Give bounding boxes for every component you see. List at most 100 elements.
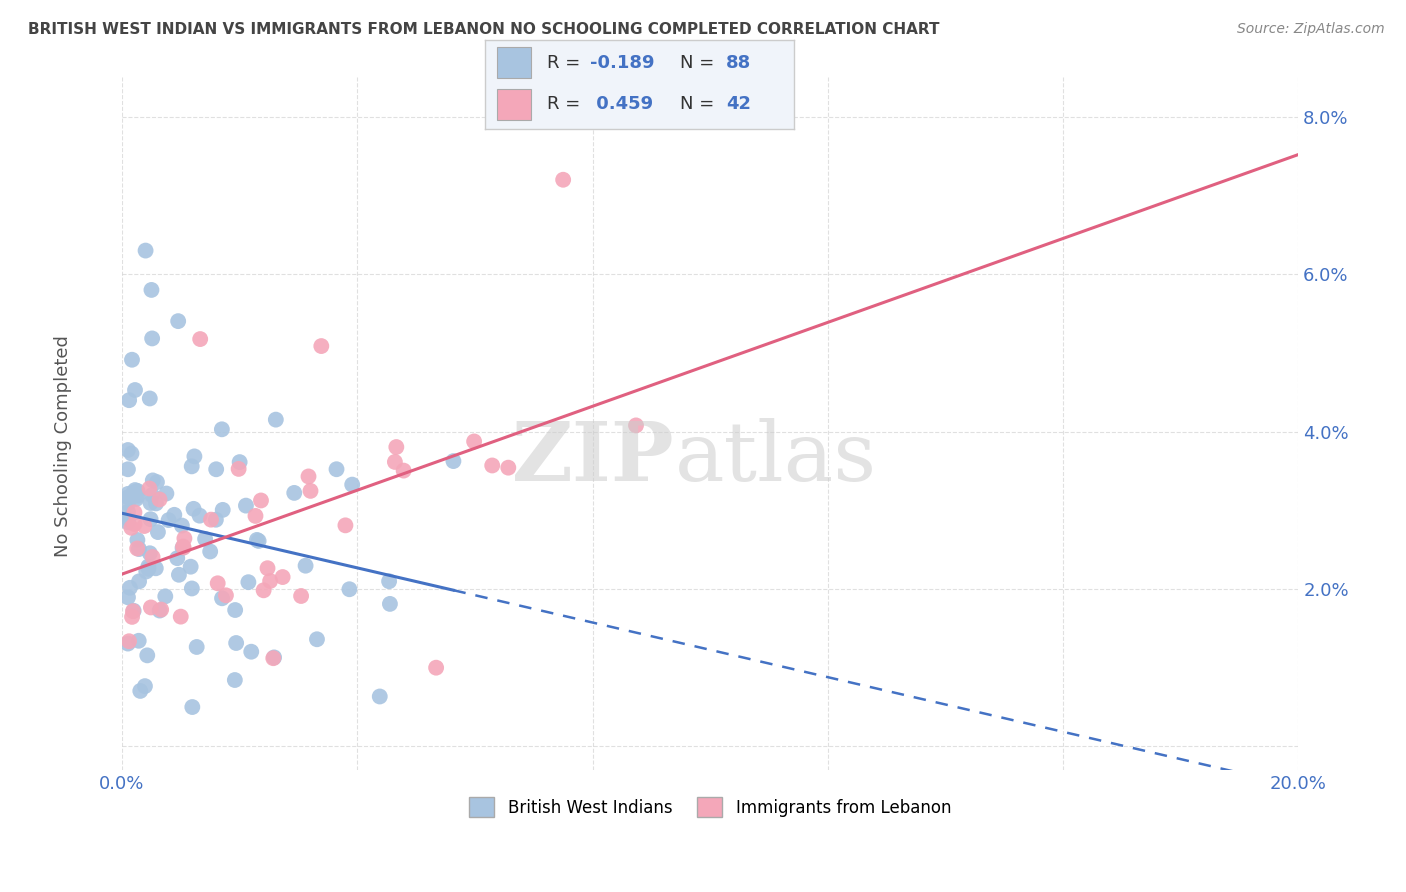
Text: 42: 42 — [727, 95, 751, 113]
Point — [224, 673, 246, 687]
Point — [368, 690, 391, 704]
Point — [378, 597, 401, 611]
Point — [121, 610, 143, 624]
Point — [194, 532, 217, 546]
Point — [340, 477, 363, 491]
Point — [211, 503, 233, 517]
Point — [228, 462, 250, 476]
Point — [124, 483, 146, 497]
Point — [141, 488, 163, 502]
Point — [253, 583, 276, 598]
Point — [198, 544, 221, 558]
Point — [127, 483, 149, 498]
Point — [235, 499, 257, 513]
Point — [120, 521, 142, 535]
Point — [127, 489, 149, 503]
Point — [155, 590, 177, 604]
Point — [139, 392, 162, 406]
Point — [180, 459, 202, 474]
Point — [247, 533, 270, 548]
Point — [138, 482, 160, 496]
Point — [146, 475, 169, 489]
Point — [271, 570, 294, 584]
Point — [145, 496, 167, 510]
Point — [134, 519, 156, 533]
Point — [128, 574, 150, 589]
Point — [138, 559, 160, 574]
Point — [118, 581, 141, 595]
Point — [141, 283, 163, 297]
Point — [145, 561, 167, 575]
Point — [146, 524, 169, 539]
Point — [139, 512, 162, 526]
Text: Source: ZipAtlas.com: Source: ZipAtlas.com — [1237, 22, 1385, 37]
Point — [228, 455, 250, 469]
Point — [135, 244, 157, 258]
Text: ZIP: ZIP — [512, 418, 675, 499]
Point — [138, 562, 160, 576]
Point — [170, 609, 193, 624]
Point — [142, 474, 165, 488]
Point — [128, 542, 150, 557]
Point — [339, 582, 361, 597]
Point — [183, 501, 205, 516]
Point — [141, 331, 163, 345]
Point — [498, 460, 520, 475]
Point — [297, 469, 319, 483]
Point — [264, 412, 287, 426]
Point — [125, 491, 148, 506]
Point — [207, 576, 229, 591]
Point — [262, 651, 284, 665]
Point — [188, 332, 211, 346]
Legend: British West Indians, Immigrants from Lebanon: British West Indians, Immigrants from Le… — [463, 790, 957, 824]
Point — [246, 533, 269, 547]
Point — [117, 636, 139, 650]
Point — [139, 496, 162, 510]
Point — [117, 496, 139, 510]
Point — [305, 632, 328, 647]
Point — [127, 541, 149, 556]
Point — [118, 393, 141, 408]
Point — [173, 532, 195, 546]
Point — [245, 508, 267, 523]
Point — [183, 450, 205, 464]
Point — [200, 513, 222, 527]
Point — [117, 442, 139, 457]
Point — [117, 505, 139, 519]
Point — [311, 339, 333, 353]
Point — [117, 512, 139, 526]
Point — [117, 591, 139, 605]
Point — [117, 462, 139, 476]
Point — [139, 546, 162, 560]
Point — [240, 645, 263, 659]
Point — [157, 513, 180, 527]
Text: No Schooling Completed: No Schooling Completed — [55, 335, 72, 557]
Bar — [498, 47, 531, 78]
Point — [134, 679, 156, 693]
Point — [180, 582, 202, 596]
Point — [122, 604, 145, 618]
Point — [553, 173, 575, 187]
Point — [117, 490, 139, 504]
Point — [463, 434, 485, 449]
Point — [481, 458, 503, 473]
Text: 88: 88 — [727, 54, 752, 72]
Point — [205, 462, 228, 476]
Point — [225, 636, 247, 650]
Point — [384, 455, 406, 469]
Point — [224, 603, 246, 617]
Point — [124, 505, 146, 519]
Text: N =: N = — [681, 54, 720, 72]
Point — [624, 418, 647, 433]
Text: -0.189: -0.189 — [591, 54, 655, 72]
Point — [283, 486, 305, 500]
Point — [385, 440, 408, 454]
Point — [290, 589, 312, 603]
Point — [117, 487, 139, 501]
Point — [136, 648, 159, 663]
Point — [238, 575, 260, 590]
Point — [118, 634, 141, 648]
Point — [128, 633, 150, 648]
Point — [129, 684, 152, 698]
Point — [172, 540, 194, 554]
